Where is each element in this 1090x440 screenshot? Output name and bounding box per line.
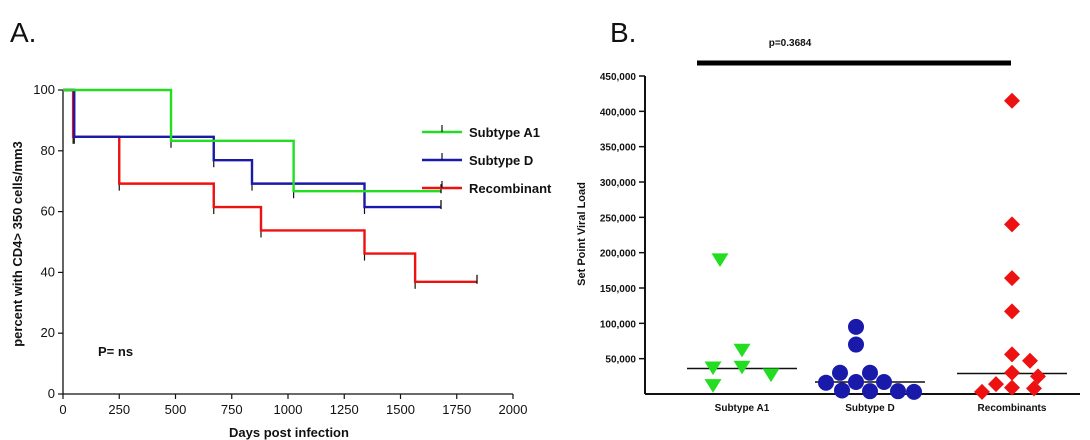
vl-point-subtype-d (818, 374, 834, 391)
vl-point-subtype-a1 (762, 368, 780, 383)
viral-load-plot: 50,000 100,000 150,000 200,000 250,000 300,00… (600, 60, 1080, 414)
vl-y-tick-label: 150,000 (600, 284, 637, 295)
km-x-tick-label: 1500 (386, 402, 415, 417)
vl-point-recombinants (1004, 364, 1020, 381)
km-series-recombinant (63, 88, 477, 284)
km-x-axis-title: Days post infection (229, 425, 349, 440)
vl-y-tick-label: 350,000 (600, 143, 637, 154)
vl-point-recombinants (1004, 379, 1020, 396)
vl-point-subtype-d (876, 373, 892, 390)
vl-p-value: p=0.3684 (769, 38, 812, 49)
km-series-subtype-d (63, 88, 441, 209)
vl-point-recombinants (1026, 380, 1042, 397)
vl-point-subtype-a1 (733, 343, 751, 358)
vl-category-label: Recombinants (978, 403, 1047, 414)
km-y-tick-label: 100 (33, 82, 55, 97)
km-x-tick-label: 1000 (274, 402, 303, 417)
vl-point-recombinants (1004, 92, 1020, 109)
vl-category-label: Subtype D (845, 403, 894, 414)
vl-point-subtype-d (834, 382, 850, 399)
km-legend-label: Recombinant (469, 181, 552, 196)
vl-point-subtype-a1 (704, 361, 722, 376)
vl-y-tick-label: 400,000 (600, 107, 637, 118)
km-p-value: P= ns (98, 344, 133, 359)
vl-point-subtype-d (862, 383, 878, 400)
vl-y-tick-label: 300,000 (600, 178, 637, 189)
km-y-tick-label: 60 (41, 204, 55, 219)
vl-point-subtype-d (832, 364, 848, 381)
vl-y-tick-label: 50,000 (605, 355, 636, 366)
km-y-tick-label: 20 (41, 325, 55, 340)
vl-point-subtype-d (906, 383, 922, 400)
vl-y-tick-label: 100,000 (600, 319, 637, 330)
panel-b-label: B. (610, 17, 636, 48)
km-x-tick-label: 750 (221, 402, 243, 417)
vl-y-tick-label: 200,000 (600, 249, 637, 260)
vl-point-recombinants (1022, 352, 1038, 369)
km-y-tick-label: 80 (41, 143, 55, 158)
vl-point-subtype-d (890, 383, 906, 400)
vl-y-tick-label: 250,000 (600, 213, 637, 224)
km-x-tick-label: 500 (165, 402, 187, 417)
km-plot: 0 250 500 750 1000 1250 1500 1750 2000 0 20 40 60 80 1… (33, 82, 552, 417)
vl-point-recombinants (1004, 346, 1020, 363)
km-x-tick-label: 1250 (330, 402, 359, 417)
vl-category-label: Subtype A1 (715, 403, 770, 414)
km-x-tick-label: 1750 (442, 402, 471, 417)
vl-point-recombinants (988, 376, 1004, 393)
vl-y-tick-label: 450,000 (600, 72, 637, 83)
vl-point-recombinants (1004, 216, 1020, 233)
vl-point-recombinants (1004, 270, 1020, 287)
km-legend-label: Subtype A1 (469, 125, 540, 140)
km-x-tick-label: 0 (59, 402, 66, 417)
km-y-tick-label: 40 (41, 264, 55, 279)
vl-y-axis-title: Set Point Viral Load (576, 182, 588, 286)
vl-point-subtype-d (848, 318, 864, 335)
km-y-axis-title: percent with CD4> 350 cells/mm3 (10, 141, 25, 347)
km-series-subtype-a1 (63, 88, 441, 193)
km-y-tick-label: 0 (48, 386, 55, 401)
km-x-tick-label: 250 (108, 402, 130, 417)
vl-point-subtype-a1 (733, 360, 751, 375)
panel-a-label: A. (10, 17, 36, 48)
vl-point-recombinants (1030, 368, 1046, 385)
vl-point-recombinants (974, 383, 990, 400)
vl-point-subtype-d (862, 364, 878, 381)
vl-point-subtype-a1 (711, 253, 729, 267)
vl-point-recombinants (1004, 303, 1020, 320)
vl-point-subtype-a1 (704, 379, 722, 393)
vl-point-subtype-d (848, 373, 864, 390)
km-x-tick-label: 2000 (499, 402, 528, 417)
km-legend-label: Subtype D (469, 153, 533, 168)
vl-point-subtype-d (848, 336, 864, 353)
